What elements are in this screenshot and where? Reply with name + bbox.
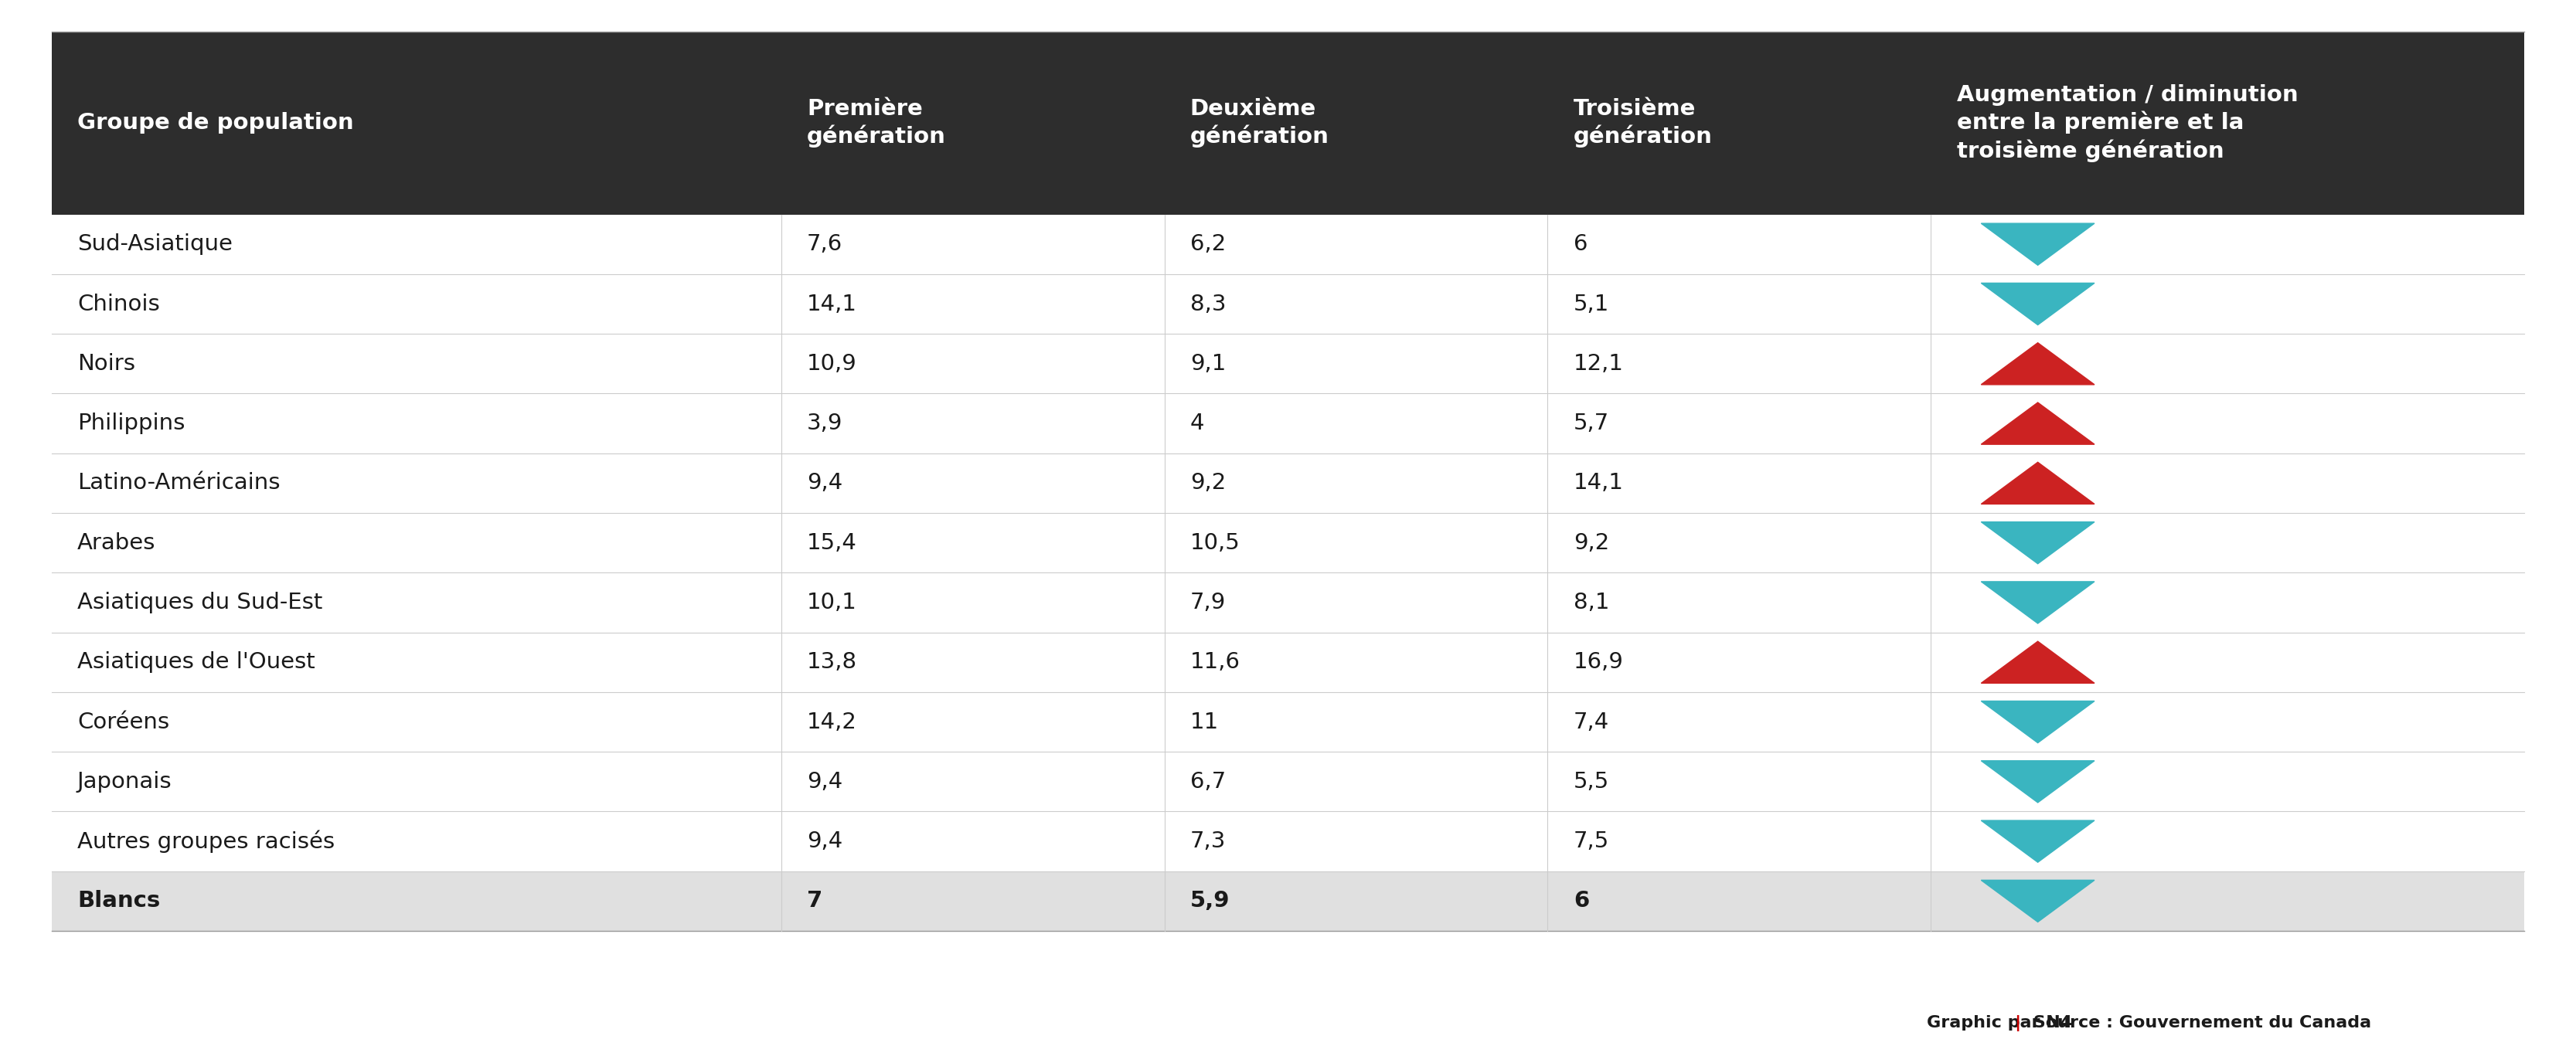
Text: 3,9: 3,9 (806, 412, 842, 434)
Text: 12,1: 12,1 (1574, 353, 1623, 374)
Text: 5,5: 5,5 (1574, 771, 1610, 793)
Text: 5,1: 5,1 (1574, 293, 1610, 315)
Text: 6: 6 (1574, 890, 1589, 912)
Text: 6,2: 6,2 (1190, 233, 1226, 255)
Text: 5,7: 5,7 (1574, 412, 1610, 434)
Text: Japonais: Japonais (77, 771, 173, 793)
Polygon shape (1981, 701, 2094, 743)
Text: 7,5: 7,5 (1574, 831, 1610, 852)
Text: Noirs: Noirs (77, 353, 137, 374)
Text: 10,9: 10,9 (806, 353, 858, 374)
Text: 7: 7 (806, 890, 822, 912)
Bar (52, 214, 2524, 274)
Text: |: | (2014, 1015, 2020, 1031)
Bar (52, 812, 2524, 871)
Text: Arabes: Arabes (77, 532, 155, 553)
Text: Blancs: Blancs (77, 890, 160, 912)
Text: 6,7: 6,7 (1190, 771, 1226, 793)
Bar (52, 513, 2524, 573)
Polygon shape (1981, 224, 2094, 266)
Text: 9,2: 9,2 (1190, 473, 1226, 494)
Bar (52, 334, 2524, 393)
Bar (52, 453, 2524, 513)
Text: Chinois: Chinois (77, 293, 160, 315)
Text: Sud-Asiatique: Sud-Asiatique (77, 233, 232, 255)
Text: 10,5: 10,5 (1190, 532, 1239, 553)
Polygon shape (1981, 880, 2094, 922)
Text: Asiatiques du Sud-Est: Asiatiques du Sud-Est (77, 592, 322, 613)
Polygon shape (1981, 641, 2094, 683)
Text: Augmentation / diminution
entre la première et la
troisième génération: Augmentation / diminution entre la premi… (1958, 84, 2298, 162)
Text: Première
génération: Première génération (806, 98, 945, 147)
Text: 13,8: 13,8 (806, 652, 858, 673)
Text: Deuxième
génération: Deuxième génération (1190, 98, 1329, 147)
Text: 7,3: 7,3 (1190, 831, 1226, 852)
Text: 11,6: 11,6 (1190, 652, 1242, 673)
Text: 14,1: 14,1 (806, 293, 858, 315)
Polygon shape (1981, 582, 2094, 623)
Polygon shape (1981, 760, 2094, 802)
Bar (52, 871, 2524, 931)
Bar (52, 393, 2524, 453)
Text: 14,1: 14,1 (1574, 473, 1623, 494)
Text: 9,1: 9,1 (1190, 353, 1226, 374)
Text: Latino-Américains: Latino-Américains (77, 473, 281, 494)
Text: 14,2: 14,2 (806, 711, 858, 733)
Bar (52, 31, 2524, 214)
Bar (52, 752, 2524, 812)
Text: Coréens: Coréens (77, 711, 170, 733)
Text: 5,9: 5,9 (1190, 890, 1229, 912)
Text: 11: 11 (1190, 711, 1218, 733)
Polygon shape (1981, 403, 2094, 445)
Polygon shape (1981, 462, 2094, 504)
Text: 7,4: 7,4 (1574, 711, 1610, 733)
Bar (52, 692, 2524, 752)
Bar (52, 633, 2524, 692)
Bar (52, 573, 2524, 633)
Text: 9,2: 9,2 (1574, 532, 1610, 553)
Text: 9,4: 9,4 (806, 473, 842, 494)
Text: 10,1: 10,1 (806, 592, 858, 613)
Text: 9,4: 9,4 (806, 771, 842, 793)
Text: Graphic par N4: Graphic par N4 (1927, 1016, 2079, 1030)
Text: 7,9: 7,9 (1190, 592, 1226, 613)
Text: 16,9: 16,9 (1574, 652, 1623, 673)
Text: Autres groupes racisés: Autres groupes racisés (77, 829, 335, 852)
Polygon shape (1981, 343, 2094, 385)
Polygon shape (1981, 283, 2094, 325)
Text: Source : Gouvernement du Canada: Source : Gouvernement du Canada (2027, 1016, 2372, 1030)
Text: 7,6: 7,6 (806, 233, 842, 255)
Text: Groupe de population: Groupe de population (77, 112, 353, 134)
Text: 8,3: 8,3 (1190, 293, 1226, 315)
Text: 9,4: 9,4 (806, 831, 842, 852)
Text: Philippins: Philippins (77, 412, 185, 434)
Polygon shape (1981, 820, 2094, 862)
Text: 6: 6 (1574, 233, 1587, 255)
Polygon shape (1981, 522, 2094, 564)
Text: Asiatiques de l'Ouest: Asiatiques de l'Ouest (77, 652, 314, 673)
Bar (52, 274, 2524, 334)
Text: 8,1: 8,1 (1574, 592, 1610, 613)
Text: Troisième
génération: Troisième génération (1574, 98, 1713, 147)
Text: 15,4: 15,4 (806, 532, 858, 553)
Text: 4: 4 (1190, 412, 1206, 434)
